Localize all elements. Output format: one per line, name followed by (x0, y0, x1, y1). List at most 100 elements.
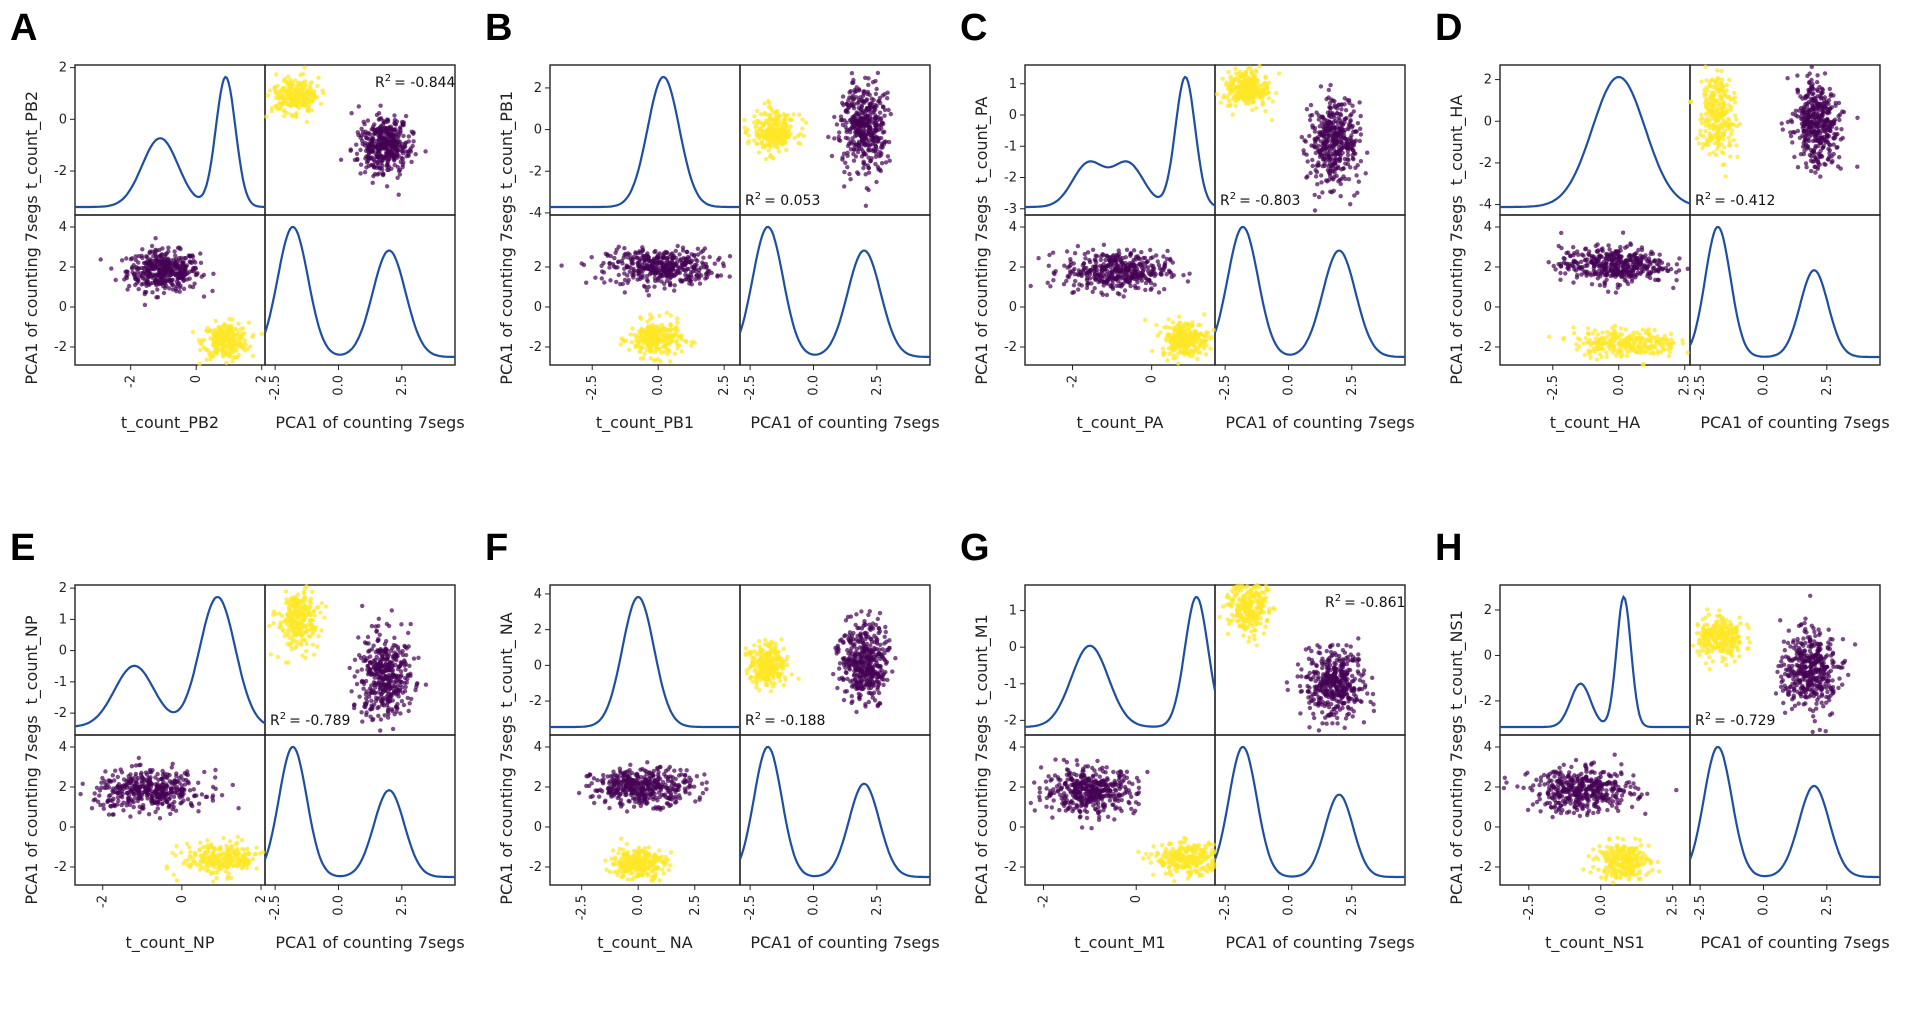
scatter-point (363, 156, 368, 161)
scatter-point (1316, 117, 1322, 122)
scatter-point (381, 155, 387, 160)
scatter-point (672, 332, 677, 337)
scatter-point (248, 344, 253, 349)
scatter-point (1092, 286, 1097, 291)
scatter-point (877, 150, 883, 155)
scatter-point (664, 310, 670, 315)
scatter-point (1238, 90, 1244, 95)
pca-y-tick-label: -2 (1004, 340, 1017, 355)
scatter-point (1713, 134, 1719, 140)
scatter-point (1181, 350, 1187, 355)
scatter-point (1319, 173, 1324, 178)
scatter-point (1326, 155, 1332, 160)
scatter-point (615, 265, 620, 270)
scatter-point (1073, 278, 1078, 284)
scatter-point (1343, 108, 1349, 113)
scatter-point (1072, 251, 1078, 256)
scatter-point (308, 90, 313, 95)
panel-b: B-4-202-202-2.5 0.0 2.5 -2.5 0.0 2.5t_count_P… (485, 7, 940, 433)
scatter-point (1720, 162, 1726, 168)
scatter-point (1358, 159, 1364, 164)
scatter-point (1098, 257, 1104, 263)
r2-prefix: R (745, 193, 755, 209)
r2-sup: 2 (755, 191, 761, 202)
scatter-point (656, 275, 662, 280)
scatter-point (1345, 157, 1350, 162)
scatter-point (155, 287, 160, 292)
scatter-point (760, 142, 765, 147)
scatter-point (776, 114, 781, 119)
scatter-point (1315, 182, 1320, 187)
scatter-point (363, 148, 369, 153)
scatter-point (134, 280, 140, 286)
scatter-point (1716, 143, 1721, 149)
scatter-point (1187, 271, 1192, 276)
scatter-point (607, 265, 612, 270)
scatter-point (227, 350, 232, 355)
scatter-point (695, 246, 701, 251)
pca-kde-line (738, 225, 931, 359)
scatter-point (1625, 281, 1631, 287)
scatter-point (113, 277, 118, 283)
seg-x-tick-label: 0 (1145, 375, 1160, 383)
pca-y-tick-label: 4 (1009, 220, 1017, 235)
scatter-point (1340, 122, 1345, 127)
scatter-point (1816, 143, 1821, 149)
scatter-point (803, 120, 809, 125)
scatter-point (397, 167, 403, 173)
scatter-point (1131, 262, 1136, 267)
scatter-point (1312, 129, 1318, 134)
scatter-point (633, 344, 638, 350)
scatter-point (1234, 97, 1240, 102)
scatter-point (653, 358, 658, 363)
scatter-point (1189, 341, 1195, 347)
scatter-point (1327, 105, 1332, 110)
scatter-point (1220, 76, 1225, 82)
scatter-point (672, 283, 677, 288)
scatter-point (1170, 320, 1176, 325)
scatter-point (301, 102, 306, 107)
scatter-point (1233, 103, 1238, 109)
scatter-point (1239, 81, 1244, 86)
scatter-point (1698, 132, 1703, 137)
scatter-point (853, 154, 859, 159)
scatter-point (657, 313, 662, 318)
scatter-point (365, 118, 371, 123)
scatter-point (1313, 174, 1319, 179)
scatter-point (406, 139, 411, 144)
scatter-point (1309, 112, 1315, 118)
scatter-point (396, 192, 401, 197)
scatter-point (190, 329, 196, 335)
pca-y-tick-label: 2 (534, 260, 542, 275)
scatter-point (1082, 265, 1087, 270)
scatter-point (408, 149, 414, 154)
scatter-point (1812, 98, 1818, 103)
scatter-point (376, 148, 381, 153)
scatter-point (627, 269, 632, 274)
scatter-point (756, 150, 762, 155)
scatter-point (1732, 100, 1738, 105)
scatter-point (367, 149, 372, 154)
scatter-point (197, 361, 202, 367)
scatter-point (1810, 149, 1816, 154)
scatter-point (1708, 138, 1713, 144)
seg-y-tick-label: -3 (1004, 202, 1017, 217)
scatter-point (1340, 136, 1345, 142)
scatter-point (1855, 164, 1860, 169)
scatter-point (869, 96, 874, 101)
scatter-point (1062, 263, 1067, 268)
scatter-point (1243, 101, 1249, 106)
scatter-point (644, 274, 650, 279)
scatter-point (1827, 128, 1832, 133)
scatter-point (742, 117, 747, 123)
scatter-point (1700, 145, 1705, 151)
scatter-point (1164, 338, 1169, 343)
scatter-point (1817, 154, 1823, 160)
scatter-point (697, 281, 703, 286)
scatter-point (1150, 348, 1155, 354)
scatter-point (1699, 79, 1704, 84)
scatter-point (1249, 85, 1254, 91)
scatter-point (653, 330, 658, 335)
scatter-point (295, 89, 301, 95)
scatter-point (1835, 131, 1840, 137)
